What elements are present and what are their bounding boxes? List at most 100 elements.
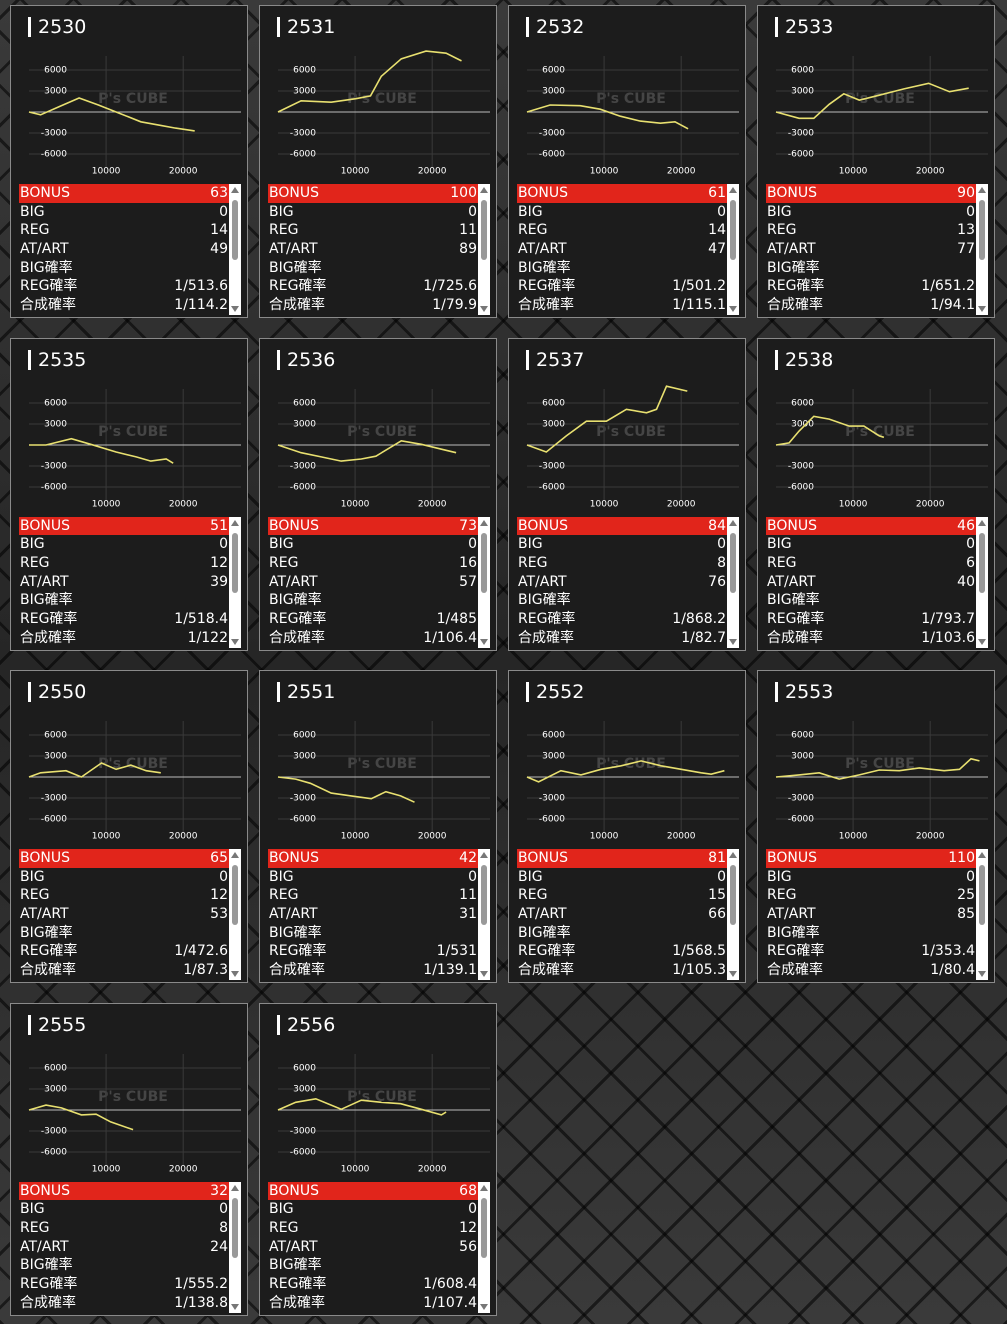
- scroll-down: [231, 638, 239, 645]
- scroll-down: [978, 306, 986, 312]
- stats-row: BONUS 84: [517, 516, 727, 536]
- y-tick-label: -6000: [290, 482, 316, 492]
- stat-label: 合成確率: [20, 1294, 76, 1311]
- stat-label: REG確率: [767, 278, 825, 295]
- stats-table: BONUS 73 BIG 0 REG 16 AT/ART 57 BIG確率 REG確率 1/485 合…: [268, 516, 478, 648]
- stat-label: AT/ART: [269, 906, 318, 923]
- x-tick-label: 20000: [418, 499, 447, 509]
- y-tick-label: -3000: [41, 794, 67, 804]
- stat-label: BIG確率: [269, 924, 322, 941]
- mini-chart: P's CUBE 6000 3000 -3000 -6000 10000 20000: [28, 1053, 241, 1174]
- stats-row: 合成確率 1/80.4: [766, 961, 976, 980]
- y-tick-label: 6000: [293, 731, 316, 741]
- stats-row: REG確率 1/518.4: [19, 610, 229, 629]
- y-tick-label: 6000: [44, 731, 67, 741]
- stat-label: BIG: [20, 203, 45, 220]
- stat-label: 合成確率: [767, 629, 823, 646]
- stats-row: REG確率 1/501.2: [517, 277, 727, 296]
- stats-table: BONUS 110 BIG 0 REG 25 AT/ART 85 BIG確率 REG確率 1/353…: [766, 849, 976, 980]
- stats-row: BIG確率: [268, 259, 478, 278]
- stat-label: 合成確率: [269, 629, 325, 646]
- stat-value: 0: [219, 203, 228, 220]
- machine-card: P's CUBE 6000 3000 -3000 -6000 10000 20000 2537…: [508, 337, 746, 651]
- machine-number: 2538: [774, 348, 834, 371]
- stats-row: 合成確率 1/79.9: [268, 296, 478, 315]
- stat-label: BIG: [20, 536, 45, 553]
- stat-value: 61: [708, 185, 726, 201]
- stat-value: 1/725.6: [423, 278, 477, 295]
- stat-label: BONUS: [518, 850, 568, 866]
- stat-label: BIG: [767, 203, 792, 220]
- x-tick-label: 20000: [667, 167, 696, 177]
- watermark: P's CUBE: [845, 756, 915, 772]
- stats-row: BONUS 46: [766, 516, 976, 536]
- scroll-up: [480, 852, 488, 858]
- stat-value: 81: [708, 850, 726, 866]
- stats-row: REG 13: [766, 221, 976, 240]
- mini-chart: P's CUBE 6000 3000 -3000 -6000 10000 20000: [277, 388, 490, 509]
- stat-label: REG確率: [767, 943, 825, 960]
- x-tick-label: 10000: [341, 1164, 370, 1174]
- stat-label: REG: [20, 222, 50, 239]
- y-tick-label: 3000: [542, 752, 565, 762]
- stat-label: AT/ART: [269, 241, 318, 258]
- x-tick-label: 20000: [169, 832, 198, 842]
- stat-label: AT/ART: [269, 573, 318, 590]
- y-tick-label: 6000: [542, 66, 565, 76]
- stat-value: 90: [957, 185, 975, 201]
- y-tick-label: 6000: [293, 398, 316, 408]
- stats-row: BONUS 51: [19, 516, 229, 536]
- stat-value: 1/518.4: [174, 610, 228, 627]
- y-tick-label: -3000: [539, 461, 565, 471]
- stat-value: 13: [957, 222, 975, 239]
- watermark: P's CUBE: [845, 91, 915, 107]
- stats-row: REG 12: [19, 886, 229, 905]
- data-line: [277, 776, 415, 803]
- stat-value: 0: [717, 868, 726, 885]
- scrollbar: [478, 184, 490, 315]
- stat-label: REG確率: [269, 610, 327, 627]
- stat-value: 1/501.2: [672, 278, 726, 295]
- machine-number: 2537: [525, 348, 585, 371]
- x-tick-label: 10000: [341, 832, 370, 842]
- stat-label: BIG: [269, 868, 294, 885]
- stats-row: AT/ART 40: [766, 573, 976, 592]
- y-tick-label: -6000: [788, 482, 814, 492]
- stat-value: 1/485: [436, 610, 477, 627]
- stat-label: AT/ART: [518, 573, 567, 590]
- stat-value: 57: [459, 573, 477, 590]
- y-tick-label: 3000: [542, 419, 565, 429]
- stat-value: 110: [948, 850, 975, 866]
- scroll-up: [480, 519, 488, 526]
- x-tick-label: 10000: [839, 499, 868, 509]
- machine-number: 2532: [525, 16, 585, 38]
- scroll-down: [480, 306, 488, 312]
- stat-label: REG: [20, 887, 50, 904]
- stat-value: 6: [966, 554, 975, 571]
- stats-row: REG確率 1/472.6: [19, 942, 229, 961]
- stat-value: 84: [708, 517, 726, 534]
- y-tick-label: 3000: [791, 419, 814, 429]
- x-tick-label: 20000: [916, 499, 945, 509]
- x-tick-label: 10000: [341, 167, 370, 177]
- stats-row: BIG 0: [19, 1200, 229, 1219]
- y-tick-label: -6000: [41, 150, 67, 160]
- stat-value: 11: [459, 222, 477, 239]
- scroll-thumb: [481, 1197, 487, 1258]
- stat-value: 1/94.1: [930, 297, 975, 314]
- stats-row: REG 11: [268, 221, 478, 240]
- x-tick-label: 10000: [92, 1164, 121, 1174]
- stat-value: 1/568.5: [672, 943, 726, 960]
- x-tick-label: 20000: [169, 499, 198, 509]
- y-tick-label: 6000: [791, 398, 814, 408]
- stat-value: 0: [966, 536, 975, 553]
- stats-row: BONUS 32: [19, 1181, 229, 1201]
- stat-label: 合成確率: [518, 962, 574, 979]
- data-line: [775, 82, 969, 120]
- stat-label: REG: [269, 1219, 299, 1236]
- y-tick-label: -3000: [41, 1126, 67, 1136]
- stats-table: BONUS 51 BIG 0 REG 12 AT/ART 39 BIG確率 REG確率 1/518.…: [19, 516, 229, 648]
- stats-row: REG確率 1/353.4: [766, 942, 976, 961]
- stat-label: BIG: [269, 1201, 294, 1218]
- stat-label: REG確率: [20, 943, 78, 960]
